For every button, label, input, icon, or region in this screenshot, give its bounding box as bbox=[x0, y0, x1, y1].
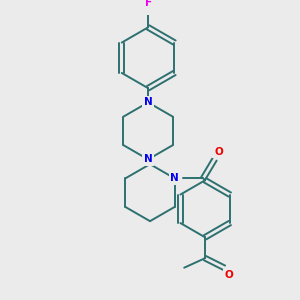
Text: N: N bbox=[170, 173, 179, 183]
Text: N: N bbox=[144, 154, 152, 164]
Text: O: O bbox=[224, 270, 233, 280]
Text: O: O bbox=[214, 147, 223, 157]
Text: N: N bbox=[144, 98, 152, 107]
Text: F: F bbox=[145, 0, 152, 8]
